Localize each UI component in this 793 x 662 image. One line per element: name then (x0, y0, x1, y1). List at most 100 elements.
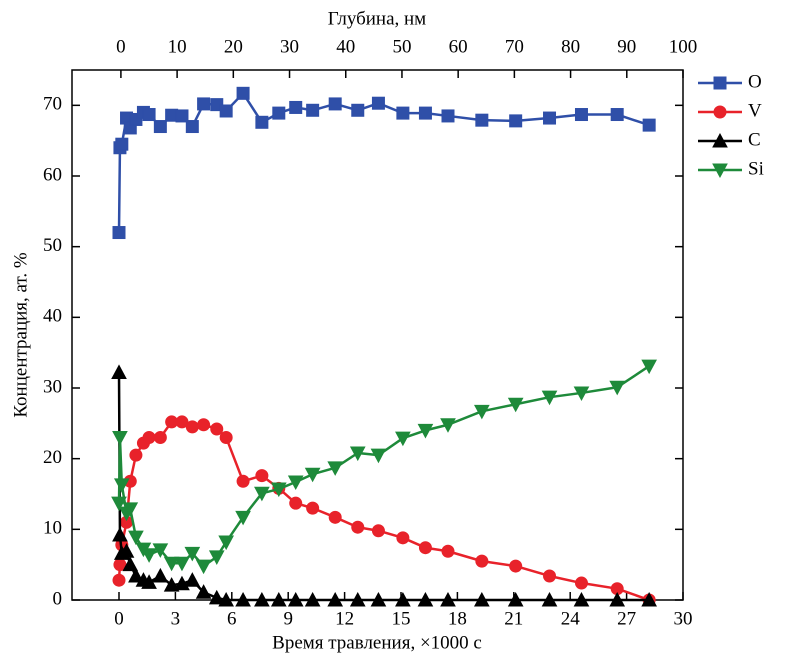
marker (474, 591, 490, 607)
marker (115, 137, 129, 151)
y-tick-label: 40 (43, 306, 62, 327)
x-tick-label: 30 (674, 608, 693, 629)
marker (509, 114, 523, 128)
x2-tick-label: 80 (561, 36, 580, 57)
marker (475, 554, 489, 568)
marker (304, 591, 321, 607)
marker (641, 359, 657, 375)
marker (418, 541, 432, 555)
x-tick-label: 15 (392, 608, 411, 629)
marker (351, 103, 365, 117)
marker (609, 380, 626, 396)
marker (289, 496, 303, 510)
marker (236, 474, 250, 488)
marker (111, 496, 127, 512)
series-line (117, 420, 650, 602)
x2-tick-label: 100 (669, 36, 698, 57)
x-tick-label: 3 (171, 608, 181, 629)
marker (185, 120, 199, 134)
marker (507, 397, 524, 413)
marker (153, 120, 167, 134)
marker (272, 106, 286, 120)
marker (152, 567, 169, 583)
marker (184, 572, 201, 587)
marker (441, 109, 455, 123)
marker (441, 544, 455, 558)
marker (371, 96, 385, 110)
marker (289, 100, 303, 114)
marker (236, 86, 250, 100)
legend-label: Si (748, 158, 764, 179)
x2-tick-label: 40 (336, 36, 355, 57)
marker (642, 118, 656, 132)
y-tick-label: 20 (43, 447, 62, 468)
legend-marker (712, 163, 728, 179)
x2-tick-label: 20 (224, 36, 243, 57)
marker (475, 113, 489, 127)
y-tick-label: 0 (53, 588, 63, 609)
marker (185, 420, 199, 434)
x2-tick-label: 90 (617, 36, 636, 57)
legend-label: C (748, 129, 761, 150)
marker (328, 510, 342, 524)
marker (219, 430, 233, 444)
y-tick-label: 60 (43, 164, 62, 185)
marker (440, 591, 456, 607)
y-tick-label: 30 (43, 376, 62, 397)
x-tick-label: 0 (114, 608, 124, 629)
marker (270, 591, 287, 607)
legend-label: O (748, 71, 762, 92)
marker (417, 423, 434, 439)
marker (396, 531, 410, 545)
marker (175, 415, 189, 429)
x2-tick-label: 0 (116, 36, 126, 57)
marker (370, 448, 387, 464)
y-tick-label: 10 (43, 518, 62, 539)
y-axis-label: Концентрация, ат. % (10, 252, 31, 418)
marker (235, 510, 251, 526)
marker (370, 591, 387, 607)
marker (153, 430, 167, 444)
marker (195, 559, 212, 575)
marker (543, 111, 557, 125)
legend-marker (713, 105, 727, 119)
marker (163, 556, 180, 572)
marker (210, 422, 224, 436)
marker (440, 418, 456, 433)
marker (197, 97, 211, 111)
marker (543, 569, 557, 583)
series-line (117, 92, 650, 233)
marker (175, 109, 189, 123)
y-tick-label: 50 (43, 235, 62, 256)
marker (306, 103, 320, 117)
marker (304, 467, 321, 483)
marker (174, 556, 190, 572)
marker (507, 591, 524, 607)
marker (122, 502, 139, 517)
marker (574, 576, 588, 590)
marker (327, 591, 344, 607)
x-tick-label: 6 (227, 608, 237, 629)
series-line (117, 372, 650, 602)
x2-tick-label: 10 (168, 36, 187, 57)
marker (208, 589, 225, 605)
marker (287, 475, 304, 491)
marker (541, 390, 558, 406)
marker (574, 108, 588, 122)
marker (573, 591, 590, 607)
marker (270, 482, 287, 498)
marker (218, 535, 234, 551)
x2-tick-label: 30 (280, 36, 299, 57)
plot-frame (71, 69, 684, 601)
marker (118, 543, 135, 558)
marker (395, 431, 411, 447)
legend-marker (713, 76, 727, 90)
marker (509, 559, 523, 573)
marker (254, 486, 270, 502)
marker (327, 461, 344, 476)
marker (112, 526, 128, 542)
marker (641, 591, 657, 607)
marker (128, 530, 144, 546)
marker (163, 577, 180, 592)
